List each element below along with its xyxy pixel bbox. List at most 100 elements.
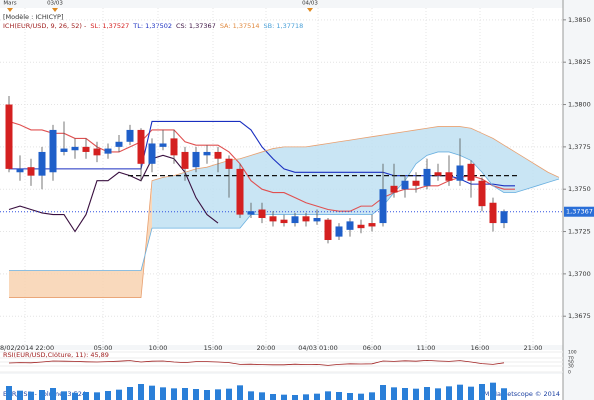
line-sl <box>8 120 515 212</box>
volume-bar <box>138 384 144 400</box>
cloud-segment <box>196 167 207 229</box>
cloud-segment <box>405 129 416 181</box>
candle-body <box>181 151 189 169</box>
y-tick-label: 1,3850 <box>568 16 591 24</box>
volume-bar <box>17 390 23 400</box>
rsi-tick-label: 70 <box>568 356 574 362</box>
candle-body <box>258 209 266 218</box>
legend-entry: TL: 1,37502 <box>132 22 172 30</box>
volume-bar <box>50 388 56 400</box>
x-tick-label: 15:00 <box>204 344 223 352</box>
candle-body <box>302 216 310 222</box>
cloud-segment <box>295 146 306 215</box>
volume-bar <box>61 391 67 400</box>
volume-bar <box>446 386 452 400</box>
cloud-segment <box>471 128 482 173</box>
volume-bar <box>336 392 342 400</box>
candle-body <box>412 180 420 186</box>
candle-body <box>500 211 508 224</box>
candle-body <box>247 211 255 215</box>
volume-bar <box>149 385 155 400</box>
y-tick-label: 1,3800 <box>568 101 591 109</box>
candle-body <box>346 221 354 230</box>
candle-body <box>225 158 233 169</box>
candle-body <box>60 148 68 152</box>
line-sa <box>9 126 560 298</box>
chart-title: [Modèle : ICHICYP] <box>3 13 63 21</box>
candle-body <box>390 185 398 193</box>
volume-bar <box>380 385 386 400</box>
cloud-segment <box>251 151 262 215</box>
y-tick-label: 1,3775 <box>568 143 591 151</box>
marker <box>52 8 58 12</box>
volume-bar <box>237 385 243 400</box>
legend-entry: SA: 1,37514 <box>220 22 260 30</box>
candle-body <box>423 168 431 186</box>
candle-body <box>203 151 211 156</box>
cloud-segment <box>152 177 163 229</box>
volume-bar <box>347 393 353 400</box>
x-tick-label: 10:00 <box>149 344 168 352</box>
legend-entry: ICH(EUR/USD, 9, 26, 52) - <box>3 22 87 30</box>
volume-bar <box>127 387 133 400</box>
cloud-segment <box>207 163 218 229</box>
x-tick-label: 04/03 01:00 <box>298 344 338 352</box>
cloud-segment <box>306 145 317 215</box>
cloud-segment <box>482 133 493 186</box>
cloud-segment <box>361 136 372 215</box>
candle-body <box>170 138 178 156</box>
volume-bar <box>193 389 199 400</box>
candle-body <box>489 202 497 224</box>
cloud-segment <box>262 148 273 215</box>
x-tick-label: 05:00 <box>94 344 113 352</box>
volume-bar <box>204 390 210 400</box>
volume-bar <box>457 384 463 400</box>
candle-body <box>291 216 299 224</box>
volume-bar <box>490 382 496 400</box>
candle-body <box>115 141 123 147</box>
volume-bar <box>501 388 507 400</box>
y-tick-label: 1,3725 <box>568 228 591 236</box>
cloud-segment <box>493 138 504 193</box>
volume-bar <box>28 391 34 400</box>
candle-body <box>313 217 321 222</box>
top-label: 04/03 <box>302 1 318 7</box>
candle-body <box>148 143 156 164</box>
cloud-segment <box>174 172 185 229</box>
rsi-label: RSI(EUR/USD,Clôture, 11): 45,89 <box>3 351 109 359</box>
candle-body <box>16 168 24 173</box>
volume-bar <box>435 388 441 400</box>
cloud-segment <box>328 141 339 215</box>
cloud-segment <box>75 270 86 298</box>
y-tick-label: 1,3750 <box>568 185 591 193</box>
candle-body <box>27 167 35 176</box>
y-tick-label: 1,3825 <box>568 58 591 66</box>
volume-bar <box>94 392 100 400</box>
candle-body <box>5 104 13 169</box>
candle-body <box>269 216 277 222</box>
volume-bar <box>479 384 485 400</box>
volume-bar <box>325 391 331 400</box>
candle-body <box>38 151 46 176</box>
candle-body <box>82 146 90 152</box>
volume-bar <box>116 389 122 400</box>
cloud-segment <box>130 270 141 298</box>
volume-bar <box>358 393 364 400</box>
volume-bar <box>182 388 188 400</box>
cloud-segment <box>515 151 526 193</box>
rsi-tick-label: 100 <box>568 350 577 356</box>
volume-bar <box>292 395 298 400</box>
candle-body <box>368 223 376 227</box>
rsi-tick-label: 0 <box>568 370 571 376</box>
top-label: 03/03 <box>47 1 63 7</box>
volume-bar <box>6 386 12 400</box>
rsi-tick-label: 50 <box>568 360 574 366</box>
candle-body <box>280 219 288 224</box>
volume-bar <box>270 394 276 400</box>
volume-bar <box>391 387 397 400</box>
x-tick-label: 11:00 <box>417 344 436 352</box>
volume-bar <box>303 394 309 400</box>
cloud-segment <box>504 145 515 193</box>
candle-body <box>214 151 222 159</box>
